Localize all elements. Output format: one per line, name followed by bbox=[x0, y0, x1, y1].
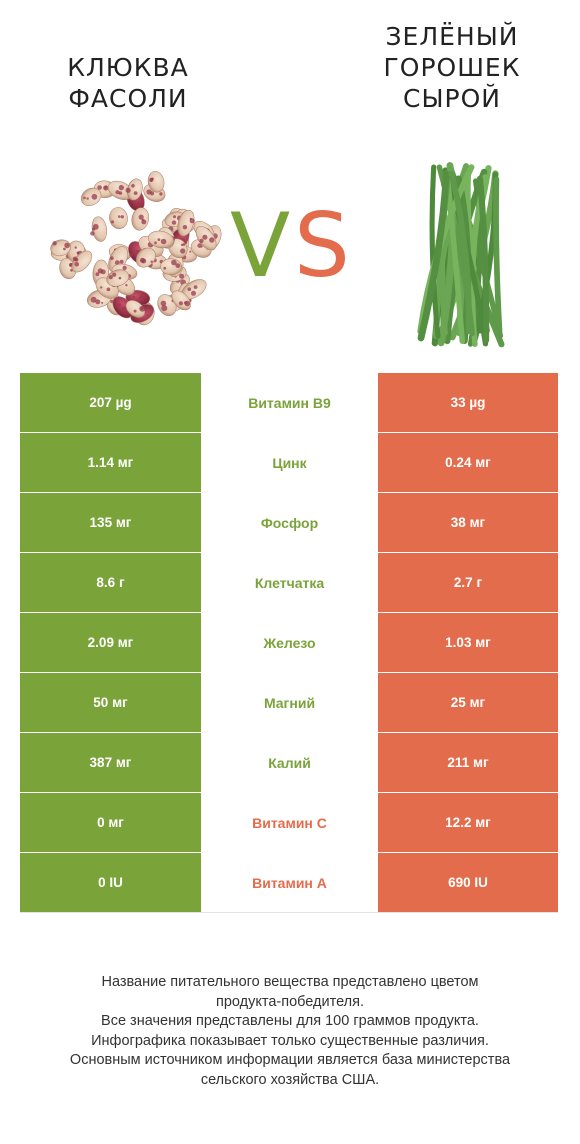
row-divider bbox=[378, 432, 558, 433]
footer-line: Инфографика показывает только существенн… bbox=[91, 1032, 489, 1049]
left-value: 2.09 мг bbox=[20, 613, 201, 672]
row-divider bbox=[378, 792, 558, 793]
right-value: 33 µg bbox=[378, 373, 558, 432]
footer-line: Все значения представлены для 100 граммо… bbox=[101, 1013, 479, 1029]
table-row: 2.09 мг Железо 1.03 мг bbox=[20, 613, 558, 673]
right-title-line-2: ГОРОШЕК bbox=[383, 53, 521, 82]
nutrient-name: Витамин B9 bbox=[248, 395, 331, 411]
table-row: 50 мг Магний 25 мг bbox=[20, 673, 558, 733]
vs-v: V bbox=[230, 196, 290, 292]
row-divider bbox=[378, 672, 558, 673]
left-value: 0 мг bbox=[20, 793, 201, 852]
right-value: 38 мг bbox=[378, 493, 558, 552]
table-row: 0 IU Витамин A 690 IU bbox=[20, 853, 558, 913]
row-divider bbox=[20, 792, 201, 793]
table-row: 1.14 мг Цинк 0.24 мг bbox=[20, 433, 558, 493]
left-title-line-2: ФАСОЛИ bbox=[68, 84, 188, 113]
footer-line: Название питательного вещества представл… bbox=[101, 974, 479, 990]
vs-label: V S bbox=[230, 196, 350, 292]
row-divider bbox=[378, 492, 558, 493]
table-row: 207 µg Витамин B9 33 µg bbox=[20, 373, 558, 433]
left-value: 8.6 г bbox=[20, 553, 201, 612]
left-food-title: КЛЮКВА ФАСОЛИ bbox=[28, 52, 228, 114]
left-value: 135 мг bbox=[20, 493, 201, 552]
table-row: 387 мг Калий 211 мг bbox=[20, 733, 558, 793]
vs-s: S bbox=[294, 196, 350, 292]
footer-line: продукта-победителя. bbox=[215, 993, 365, 1010]
right-value: 2.7 г bbox=[378, 553, 558, 612]
right-value: 690 IU bbox=[378, 853, 558, 912]
right-value: 1.03 мг bbox=[378, 613, 558, 672]
row-divider bbox=[378, 732, 558, 733]
row-divider bbox=[20, 852, 201, 853]
nutrient-name: Витамин C bbox=[252, 815, 327, 831]
row-divider bbox=[20, 732, 201, 733]
comparison-table: 207 µg Витамин B9 33 µg 1.14 мг Цинк 0.24 мг 1… bbox=[20, 373, 558, 913]
row-divider bbox=[20, 492, 201, 493]
left-value: 387 мг bbox=[20, 733, 201, 792]
right-value: 25 мг bbox=[378, 673, 558, 732]
row-divider bbox=[20, 672, 201, 673]
nutrient-name: Витамин A bbox=[252, 875, 327, 891]
nutrient-name: Магний bbox=[263, 695, 316, 711]
right-value: 0.24 мг bbox=[378, 433, 558, 492]
row-divider bbox=[378, 552, 558, 553]
row-divider bbox=[378, 852, 558, 853]
nutrient-name: Клетчатка bbox=[254, 575, 325, 591]
left-value: 207 µg bbox=[20, 373, 201, 432]
table-row: 8.6 г Клетчатка 2.7 г bbox=[20, 553, 558, 613]
left-value: 1.14 мг bbox=[20, 433, 201, 492]
right-value: 12.2 мг bbox=[378, 793, 558, 852]
row-divider bbox=[20, 552, 201, 553]
table-bottom-line bbox=[20, 912, 558, 913]
row-divider bbox=[378, 612, 558, 613]
right-title-line-1: ЗЕЛЁНЫЙ bbox=[385, 22, 519, 51]
left-value: 0 IU bbox=[20, 853, 201, 912]
table-row: 135 мг Фосфор 38 мг bbox=[20, 493, 558, 553]
nutrient-name: Калий bbox=[268, 755, 311, 771]
footer-line: Основным источником информации является … bbox=[69, 1052, 511, 1068]
nutrient-name: Цинк bbox=[272, 455, 307, 471]
pinto-beans-image bbox=[50, 171, 222, 326]
right-value: 211 мг bbox=[378, 733, 558, 792]
nutrient-name: Железо bbox=[263, 635, 316, 651]
row-divider bbox=[20, 612, 201, 613]
left-value: 50 мг bbox=[20, 673, 201, 732]
nutrient-name: Фосфор bbox=[260, 515, 319, 531]
left-title-line-1: КЛЮКВА bbox=[67, 53, 189, 82]
row-divider bbox=[20, 432, 201, 433]
footer-line: сельского хозяйства США. bbox=[200, 1071, 380, 1088]
table-row: 0 мг Витамин C 12.2 мг bbox=[20, 793, 558, 853]
green-beans-image bbox=[417, 162, 505, 348]
right-title-line-3: СЫРОЙ bbox=[403, 84, 501, 113]
footer-note: Название питательного вещества представл… bbox=[20, 973, 560, 1090]
right-food-title: ЗЕЛЁНЫЙ ГОРОШЕК СЫРОЙ bbox=[352, 21, 552, 114]
